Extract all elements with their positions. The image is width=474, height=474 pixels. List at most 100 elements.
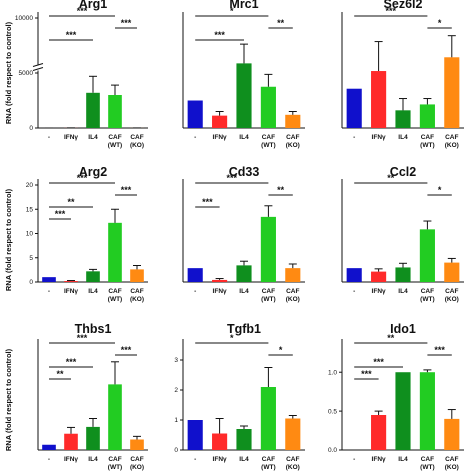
x-tick-label: (WT) bbox=[420, 142, 434, 149]
bar bbox=[395, 267, 411, 282]
bar bbox=[444, 262, 460, 282]
x-tick-label: IL4 bbox=[88, 134, 98, 141]
x-tick-label: IL4 bbox=[398, 456, 408, 463]
x-tick-label: (WT) bbox=[420, 464, 434, 471]
y-tick-label: 10 bbox=[26, 231, 34, 238]
x-tick-label: IL4 bbox=[239, 456, 249, 463]
bar bbox=[64, 281, 78, 282]
x-tick-label: IFNγ bbox=[64, 134, 78, 141]
bar bbox=[419, 229, 435, 282]
x-tick-label: CAF bbox=[262, 134, 275, 141]
bar bbox=[260, 86, 276, 128]
significance-label: * bbox=[230, 6, 234, 16]
bar bbox=[130, 269, 144, 282]
bar bbox=[108, 384, 122, 450]
significance-label: *** bbox=[66, 30, 77, 40]
x-tick-label: CAF bbox=[262, 288, 275, 295]
x-tick-label: CAF bbox=[108, 456, 121, 463]
x-tick-label: (WT) bbox=[108, 464, 122, 471]
bar bbox=[444, 418, 460, 450]
x-tick-label: CAF bbox=[421, 288, 434, 295]
x-tick-label: CAF bbox=[262, 456, 275, 463]
bar bbox=[371, 71, 387, 128]
panel-sez6l2: Sez6l2- IFNγ IL4 CAF(WT)CAF(KO)**** bbox=[341, 0, 464, 149]
bar bbox=[212, 279, 228, 282]
x-tick-label: IFNγ bbox=[64, 288, 78, 295]
panel-title: Arg1 bbox=[79, 0, 108, 11]
panel-title: Mrc1 bbox=[229, 0, 258, 11]
y-tick-label: 0.0 bbox=[328, 447, 337, 454]
significance-label: * bbox=[438, 18, 442, 28]
bar bbox=[285, 268, 301, 282]
significance-label: *** bbox=[227, 173, 238, 183]
bar bbox=[395, 110, 411, 128]
x-tick-label: - bbox=[353, 456, 355, 463]
bar bbox=[285, 418, 301, 450]
axis-break-gap bbox=[34, 64, 42, 71]
bar bbox=[236, 63, 252, 128]
significance-label: ** bbox=[387, 333, 395, 343]
bar bbox=[130, 439, 144, 450]
axis-break-mark bbox=[32, 67, 44, 71]
significance-label: *** bbox=[361, 369, 372, 379]
bar bbox=[42, 444, 56, 450]
bar bbox=[419, 372, 435, 450]
significance-label: * bbox=[438, 185, 442, 195]
x-tick-label: - bbox=[48, 288, 50, 295]
bar bbox=[86, 271, 100, 282]
x-tick-label: IL4 bbox=[239, 134, 249, 141]
x-tick-label: (WT) bbox=[261, 464, 275, 471]
panel-title: Sez6l2 bbox=[384, 0, 423, 11]
bar bbox=[260, 387, 276, 450]
x-tick-label: - bbox=[48, 456, 50, 463]
y-tick-label: 1 bbox=[174, 417, 178, 424]
x-tick-label: IL4 bbox=[88, 288, 98, 295]
x-tick-label: (KO) bbox=[445, 142, 459, 149]
significance-label: *** bbox=[386, 6, 397, 16]
significance-label: ** bbox=[277, 185, 285, 195]
y-tick-label: 15 bbox=[26, 206, 34, 213]
panel-thbs1: Thbs1- IFNγ IL4 CAF(WT)CAF(KO)*********** bbox=[37, 322, 148, 471]
x-tick-label: CAF bbox=[130, 456, 143, 463]
x-tick-label: IFNγ bbox=[64, 456, 78, 463]
bar bbox=[86, 426, 100, 450]
significance-label: *** bbox=[55, 209, 66, 219]
panel-mrc1: Mrc1- IFNγ IL4 CAF(WT)CAF(KO)****** bbox=[182, 0, 305, 149]
y-tick-label: 5000 bbox=[19, 70, 34, 77]
significance-label: ** bbox=[387, 173, 395, 183]
significance-label: *** bbox=[373, 357, 384, 367]
x-tick-label: IFNγ bbox=[372, 288, 386, 295]
bar bbox=[371, 415, 387, 450]
x-tick-label: CAF bbox=[421, 134, 434, 141]
significance-label: *** bbox=[214, 30, 225, 40]
panel-title: Arg2 bbox=[79, 165, 108, 179]
x-tick-label: IFNγ bbox=[213, 134, 227, 141]
bar bbox=[108, 222, 122, 282]
y-tick-label: 10000 bbox=[15, 15, 33, 22]
x-tick-label: - bbox=[194, 288, 196, 295]
y-tick-label: 1.0 bbox=[328, 369, 337, 376]
panel-title: Ido1 bbox=[390, 322, 416, 336]
x-tick-label: - bbox=[194, 134, 196, 141]
x-tick-label: CAF bbox=[130, 134, 143, 141]
bar bbox=[86, 92, 100, 128]
significance-label: *** bbox=[77, 173, 88, 183]
bar bbox=[419, 104, 435, 128]
x-tick-label: - bbox=[353, 134, 355, 141]
y-axis-title-row1: RNA (fold respect to control) bbox=[4, 21, 13, 124]
significance-label: *** bbox=[66, 357, 77, 367]
x-tick-label: - bbox=[194, 456, 196, 463]
x-tick-label: (WT) bbox=[261, 296, 275, 303]
bar bbox=[212, 433, 228, 450]
x-tick-label: CAF bbox=[445, 288, 458, 295]
x-tick-label: IFNγ bbox=[372, 456, 386, 463]
panel-title: Tgfb1 bbox=[227, 322, 261, 336]
bar bbox=[42, 277, 56, 282]
y-axis-title-row3: RNA (fold respect to control) bbox=[4, 348, 13, 451]
bar bbox=[285, 114, 301, 128]
x-tick-label: IL4 bbox=[398, 288, 408, 295]
x-tick-label: CAF bbox=[421, 456, 434, 463]
y-tick-label: 0 bbox=[29, 125, 33, 132]
